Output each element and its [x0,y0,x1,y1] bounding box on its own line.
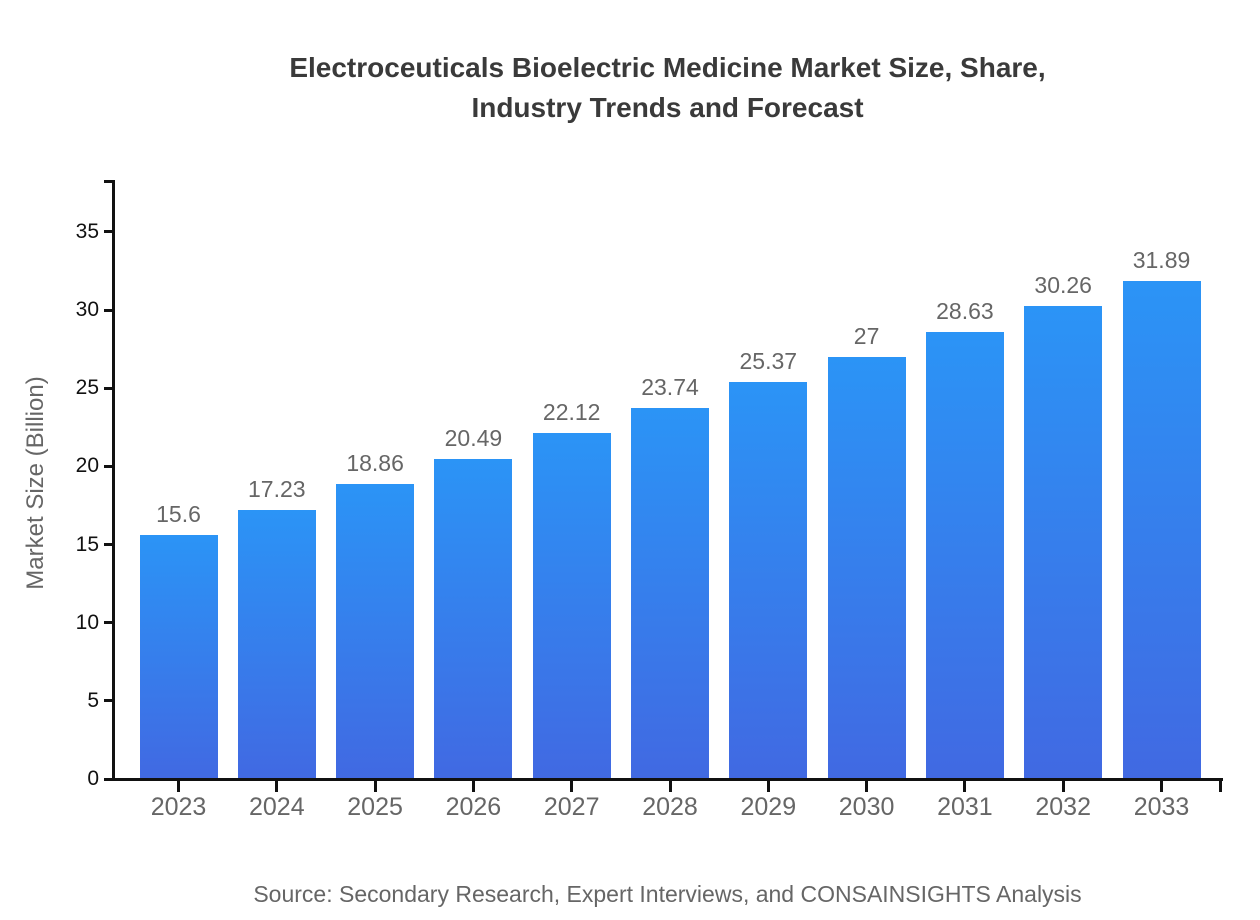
x-label-2024: 2024 [248,793,305,821]
x-label-2028: 2028 [642,793,698,821]
bar-2029 [729,382,808,779]
x-tick-2033 [1160,781,1163,792]
chart-title-line-2: Industry Trends and Forecast [471,92,864,123]
y-axis-line [112,179,115,781]
bar-2025 [336,484,415,779]
x-tick-2026 [471,781,475,792]
x-tick-2024 [275,781,279,792]
value-label-2029: 25.37 [739,348,798,375]
y-tick-label-5: 5 [87,688,99,712]
value-label-2032: 30.26 [1034,272,1092,299]
y-tick-label-20: 20 [75,454,99,478]
x-tick-2023 [177,781,180,792]
y-tick-25 [104,386,115,390]
bar-2030 [827,356,906,779]
bar-2033 [1122,280,1201,779]
bar-2026 [434,458,513,779]
bar-2024 [237,509,316,779]
x-tick-2030 [865,781,869,792]
x-tick-2029 [766,781,770,792]
value-label-2030: 27 [853,322,880,349]
x-tick-2025 [373,781,377,792]
y-tick-label-25: 25 [75,376,99,400]
x-label-2033: 2033 [1133,793,1190,821]
bar-2028 [631,407,709,779]
source-note: Source: Secondary Research, Expert Inter… [253,881,1082,907]
x-label-2027: 2027 [543,793,600,821]
x-label-2032: 2032 [1035,793,1091,821]
bar-2027 [532,433,611,779]
value-label-2028: 23.74 [641,373,699,400]
x-label-2030: 2030 [838,793,895,821]
y-tick-label-0: 0 [87,767,99,790]
y-tick-0 [104,777,115,781]
bar-2023 [139,535,218,779]
x-label-2025: 2025 [347,793,403,821]
y-tick-20 [104,464,115,468]
value-label-2033: 31.89 [1132,246,1191,273]
value-label-2025: 18.86 [346,450,404,477]
bar-2032 [1024,306,1103,779]
value-label-2023: 15.6 [156,501,201,528]
x-label-2031: 2031 [937,793,993,821]
y-tick-label-10: 10 [75,610,99,634]
x-label-2026: 2026 [445,793,502,821]
y-tick-5 [104,699,115,703]
value-label-2026: 20.49 [444,424,503,451]
x-axis-end-cap [1218,781,1222,792]
x-axis-line [112,777,1223,781]
y-tick-10 [104,621,115,625]
x-tick-2027 [570,781,574,792]
value-label-2024: 17.23 [248,475,306,502]
value-label-2027: 22.12 [542,399,601,426]
x-label-2029: 2029 [740,793,797,821]
y-tick-label-30: 30 [75,298,99,322]
y-tick-30 [104,308,115,312]
x-tick-2028 [668,781,672,792]
y-tick-15 [104,543,115,547]
y-tick-35 [104,230,115,234]
y-axis-end-cap [104,179,115,183]
value-label-2031: 28.63 [936,297,994,324]
chart-title-line-1: Electroceuticals Bioelectric Medicine Ma… [289,52,1046,83]
chart-title: Electroceuticals Bioelectric Medicine Ma… [115,48,1220,128]
x-label-2023: 2023 [150,793,207,821]
x-tick-2031 [963,781,967,792]
bar-2031 [925,331,1004,779]
x-tick-2032 [1061,781,1065,792]
y-tick-label-15: 15 [75,532,99,556]
y-tick-label-35: 35 [75,219,99,243]
